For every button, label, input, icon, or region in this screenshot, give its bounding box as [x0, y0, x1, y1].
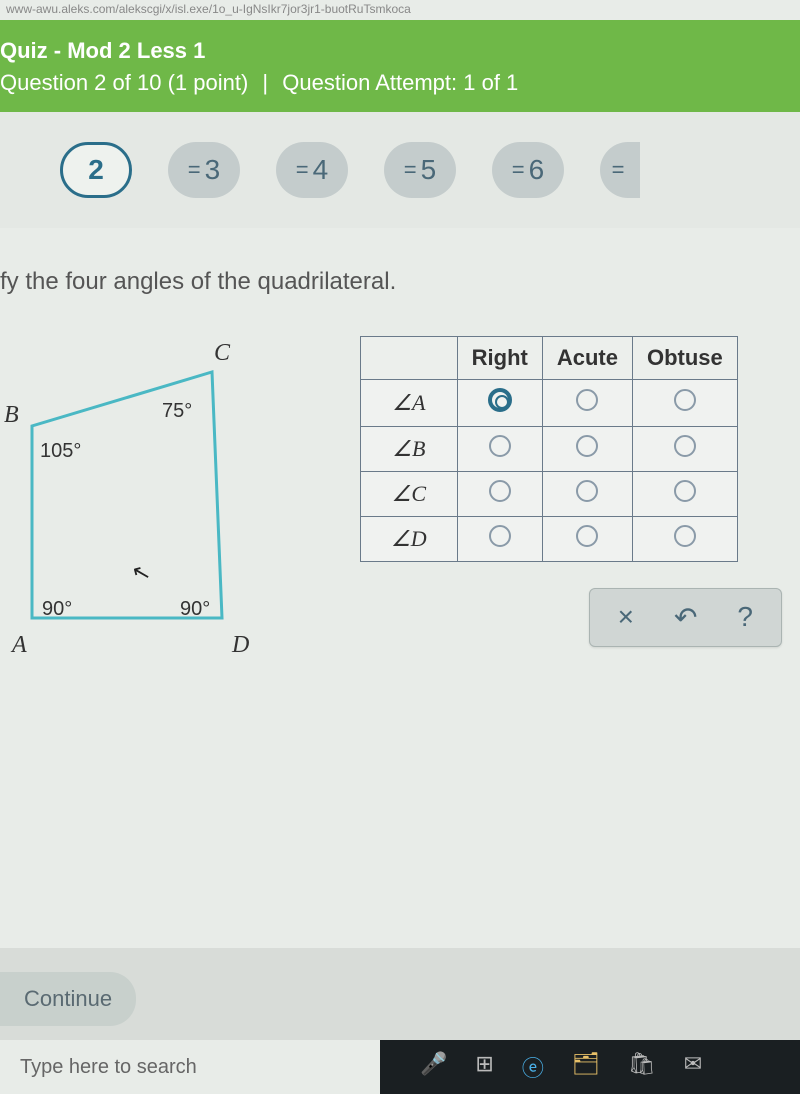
question-points: (1 point) [168, 70, 249, 95]
radio-a-right[interactable] [488, 388, 512, 412]
help-button[interactable]: ? [737, 601, 753, 634]
question-text: fy the four angles of the quadrilateral. [0, 268, 800, 296]
angle-cell-c: ∠C [361, 472, 458, 517]
angle-label-c: 75° [162, 400, 192, 423]
table-row-a: ∠A [361, 380, 738, 427]
radio-a-acute[interactable] [576, 389, 598, 411]
edge-icon[interactable]: ⓔ [522, 1051, 544, 1083]
url-bar: www-awu.aleks.com/alekscgi/x/isl.exe/1o_… [0, 0, 800, 20]
header-empty [361, 337, 458, 380]
search-input[interactable]: Type here to search [0, 1040, 380, 1094]
radio-c-right[interactable] [489, 480, 511, 502]
nav-question-3[interactable]: = 3 [168, 142, 240, 198]
nav-question-next[interactable]: = [600, 142, 640, 198]
angle-cell-d: ∠D [361, 517, 458, 562]
quiz-header: Quiz - Mod 2 Less 1 Question 2 of 10 (1 … [0, 20, 800, 112]
header-acute: Acute [542, 337, 632, 380]
radio-a-obtuse[interactable] [674, 389, 696, 411]
angle-cell-b: ∠B [361, 427, 458, 472]
vertex-label-a: A [12, 632, 27, 659]
quadrilateral-polygon [32, 372, 222, 618]
nav-question-6[interactable]: = 6 [492, 142, 564, 198]
angle-label-a: 90° [42, 598, 72, 621]
radio-d-obtuse[interactable] [674, 525, 696, 547]
radio-c-acute[interactable] [576, 480, 598, 502]
taskbar: Type here to search 🎤 ⊞ ⓔ 🗂 🛍 ✉ [0, 1040, 800, 1094]
radio-b-obtuse[interactable] [674, 435, 696, 457]
radio-c-obtuse[interactable] [674, 480, 696, 502]
vertex-label-c: C [214, 340, 230, 367]
question-nav: 2 = 3 = 4 = 5 = 6 = [0, 112, 800, 228]
quadrilateral-figure: B C A D 105° 75° 90° 90° [0, 336, 280, 676]
continue-button[interactable]: Continue [0, 972, 136, 1026]
nav-prefix: = [188, 157, 201, 183]
vertex-label-b: B [4, 402, 19, 429]
angle-label-b: 105° [40, 440, 81, 463]
nav-question-5[interactable]: = 5 [384, 142, 456, 198]
store-icon[interactable]: 🛍 [628, 1051, 656, 1083]
nav-label: 5 [421, 154, 437, 186]
folder-icon[interactable]: 🗂 [572, 1051, 600, 1083]
radio-b-right[interactable] [489, 435, 511, 457]
taskbar-icons: 🎤 ⊞ ⓔ 🗂 🛍 ✉ [420, 1051, 702, 1083]
reset-button[interactable]: ↶ [674, 601, 697, 634]
clear-button[interactable]: × [618, 601, 634, 634]
nav-label: 6 [529, 154, 545, 186]
nav-question-4[interactable]: = 4 [276, 142, 348, 198]
vertex-label-d: D [232, 632, 249, 659]
question-number: Question 2 of 10 [0, 70, 161, 95]
nav-label: 4 [313, 154, 329, 186]
radio-d-right[interactable] [489, 525, 511, 547]
nav-label: 3 [205, 154, 221, 186]
radio-b-acute[interactable] [576, 435, 598, 457]
mic-icon[interactable]: 🎤 [420, 1051, 447, 1083]
nav-prefix: = [612, 157, 625, 183]
divider: | [262, 70, 268, 95]
table-row-c: ∠C [361, 472, 738, 517]
header-obtuse: Obtuse [632, 337, 737, 380]
angle-cell-a: ∠A [361, 380, 458, 427]
nav-label: 2 [88, 154, 104, 186]
nav-prefix: = [512, 157, 525, 183]
nav-prefix: = [404, 157, 417, 183]
table-row-b: ∠B [361, 427, 738, 472]
action-bar: × ↶ ? [589, 588, 782, 647]
attempt-count: Question Attempt: 1 of 1 [282, 70, 518, 95]
angle-label-d: 90° [180, 598, 210, 621]
question-info: Question 2 of 10 (1 point) | Question At… [0, 70, 790, 96]
table-row-d: ∠D [361, 517, 738, 562]
nav-question-2[interactable]: 2 [60, 142, 132, 198]
taskview-icon[interactable]: ⊞ [475, 1051, 493, 1083]
quiz-title: Quiz - Mod 2 Less 1 [0, 38, 790, 64]
header-right: Right [457, 337, 542, 380]
answer-table: Right Acute Obtuse ∠A ∠B ∠C [360, 336, 738, 562]
radio-d-acute[interactable] [576, 525, 598, 547]
nav-prefix: = [296, 157, 309, 183]
content-area: fy the four angles of the quadrilateral.… [0, 228, 800, 948]
mail-icon[interactable]: ✉ [684, 1051, 702, 1083]
table-header-row: Right Acute Obtuse [361, 337, 738, 380]
